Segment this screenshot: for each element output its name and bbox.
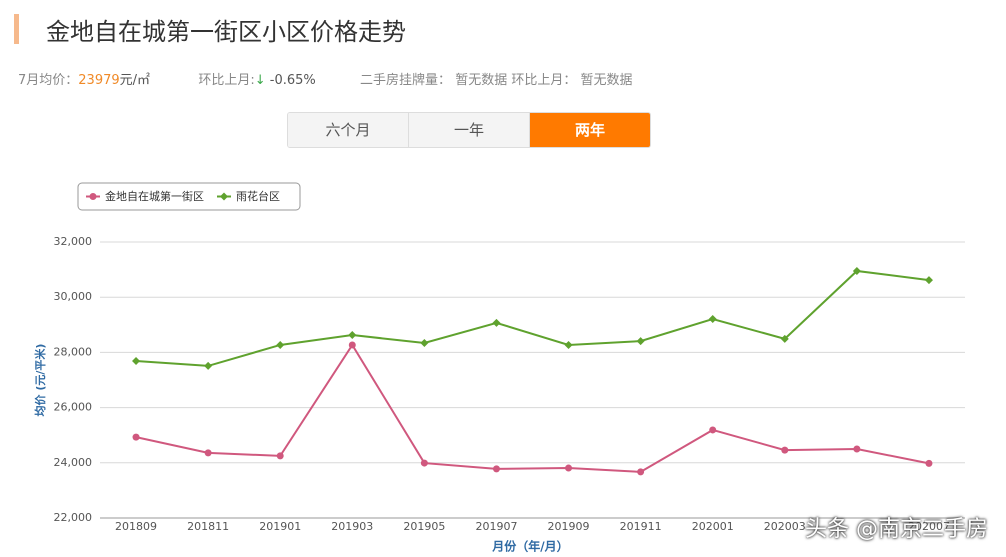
- x-tick-label: 202003: [764, 520, 806, 533]
- legend-marker: [89, 193, 97, 200]
- x-tick-label: 202001: [692, 520, 734, 533]
- range-tabs: 六个月 一年 两年: [287, 112, 651, 148]
- series-line: [135, 269, 930, 367]
- series-line: [135, 343, 930, 473]
- legend-label: 雨花台区: [236, 189, 280, 203]
- data-point: [924, 276, 933, 285]
- legend-box: [77, 182, 301, 211]
- avg-unit: 元/㎡: [119, 73, 151, 88]
- y-tick-label: 28,000: [54, 345, 93, 358]
- x-tick-label: 201905: [403, 520, 445, 533]
- data-point: [492, 465, 500, 473]
- y-axis-title: 均价 (元/平米): [33, 344, 47, 417]
- data-point: [637, 468, 645, 476]
- x-tick-label: 201907: [475, 520, 517, 533]
- mom-value: -0.65%: [269, 73, 316, 88]
- data-point: [420, 459, 428, 467]
- tab[interactable]: 一年: [409, 113, 530, 147]
- legend-marker: [220, 192, 228, 201]
- title-accent: [14, 14, 19, 44]
- listing-value: 暂无数据: [455, 73, 508, 88]
- avg-label: 7月均价：: [18, 73, 79, 88]
- x-axis-title: 月份（年/月）: [491, 539, 568, 554]
- x-tick-label: 201811: [187, 520, 229, 533]
- tab[interactable]: 两年: [530, 113, 650, 147]
- listing-mom-value: 暂无数据: [580, 73, 633, 88]
- x-tick-label: 201911: [620, 520, 662, 533]
- page-title: 金地自在城第一街区小区价格走势: [46, 18, 406, 46]
- legend-label: 金地自在城第一街区: [105, 189, 204, 203]
- data-point: [204, 449, 212, 457]
- data-point: [204, 361, 213, 370]
- avg-value: 23979: [78, 73, 120, 88]
- data-point: [132, 433, 140, 441]
- data-point: [565, 464, 573, 472]
- listing-label: 二手房挂牌量：: [360, 73, 452, 88]
- x-tick-label: 201901: [259, 520, 301, 533]
- y-tick-label: 32,000: [54, 235, 93, 248]
- data-point: [276, 340, 285, 349]
- y-tick-label: 30,000: [54, 290, 93, 303]
- data-point: [709, 426, 717, 434]
- x-tick-label: 202007: [908, 520, 950, 533]
- y-tick-label: 22,000: [54, 511, 93, 524]
- data-point: [781, 446, 789, 454]
- stats-line: 7月均价：23979元/㎡ 环比上月:↓ -0.65% 二手房挂牌量： 暂无数据…: [18, 69, 633, 88]
- listing-mom-label: 环比上月：: [511, 73, 577, 88]
- data-point: [780, 334, 789, 343]
- mom-arrow: ↓: [254, 73, 266, 88]
- y-tick-label: 26,000: [54, 401, 93, 414]
- data-point: [636, 337, 645, 346]
- watermark: 头条 @南京二手房: [805, 517, 988, 542]
- data-point: [492, 318, 501, 327]
- data-point: [708, 315, 717, 324]
- data-point: [852, 266, 861, 275]
- x-tick-label: 201903: [331, 520, 373, 533]
- x-tick-label: 201809: [115, 520, 157, 533]
- data-point: [348, 341, 356, 349]
- y-tick-label: 24,000: [54, 456, 93, 469]
- x-tick-label: 201909: [548, 520, 590, 533]
- data-point: [276, 452, 284, 460]
- data-point: [420, 339, 429, 348]
- mom-label: 环比上月:: [198, 73, 255, 88]
- tab[interactable]: 六个月: [288, 113, 409, 147]
- data-point: [348, 331, 357, 340]
- data-point: [925, 459, 933, 467]
- data-point: [132, 356, 141, 365]
- data-point: [853, 445, 861, 453]
- data-point: [564, 340, 573, 349]
